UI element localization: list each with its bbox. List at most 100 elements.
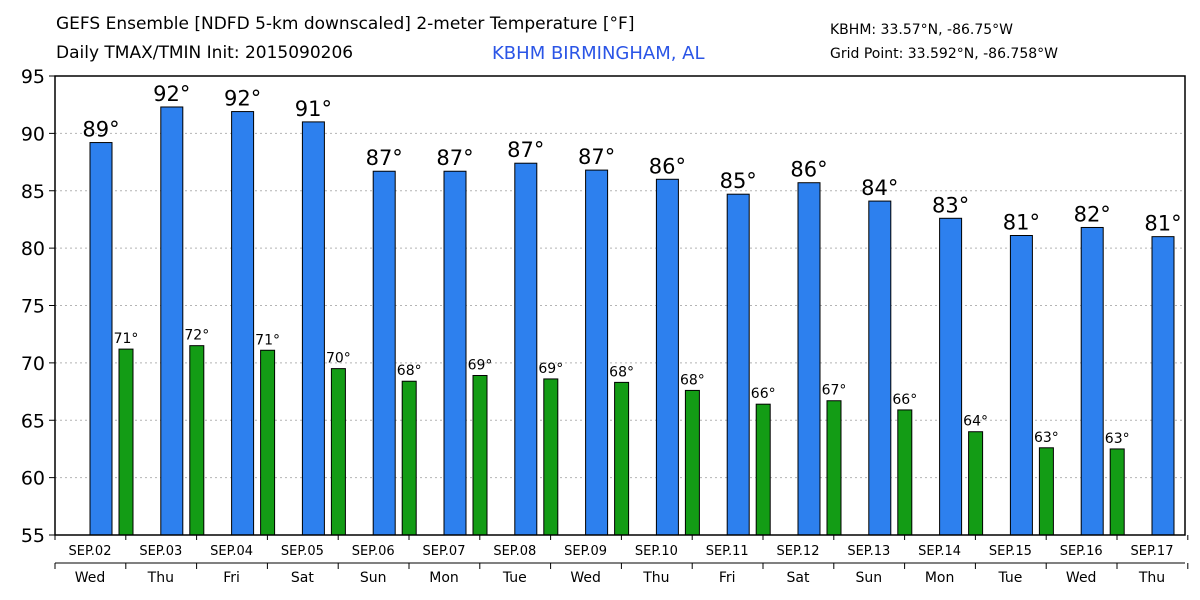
tmin-bar — [1038, 447, 1054, 536]
x-weekday-label: Mon — [925, 570, 955, 586]
x-date-label: SEP.09 — [564, 544, 607, 559]
tmax-label: 91° — [295, 97, 332, 121]
tmin-label: 66° — [892, 392, 917, 408]
x-weekday-label: Tue — [997, 570, 1022, 586]
tmin-bar — [260, 349, 276, 536]
x-weekday-label: Fri — [719, 570, 736, 586]
tmax-bar — [726, 193, 750, 536]
tmin-bar — [543, 378, 559, 536]
tmin-label: 63° — [1034, 430, 1059, 446]
value-labels: 89° 71° 92° 72° 92° 71° 91° 70° 87° 68° 87° 69° 87° 6… — [82, 82, 1181, 447]
tmin-label: 68° — [680, 372, 705, 388]
x-weekday-label: Thu — [642, 570, 669, 586]
tmax-bar — [585, 169, 609, 536]
x-date-label: SEP.11 — [706, 544, 749, 559]
tmax-label: 92° — [153, 82, 190, 106]
x-weekday-label: Sat — [291, 570, 314, 586]
station-coords: KBHM: 33.57°N, -86.75°W — [830, 22, 1013, 38]
tmax-label: 87° — [366, 146, 403, 170]
x-date-label: SEP.10 — [635, 544, 678, 559]
tmin-label: 64° — [963, 414, 988, 430]
tmax-label: 81° — [1144, 212, 1181, 236]
y-tick-label: 70 — [21, 353, 45, 375]
station-name: KBHM BIRMINGHAM, AL — [492, 43, 705, 64]
tmax-bar — [514, 162, 538, 536]
x-weekday-label: Sun — [360, 570, 387, 586]
tmax-label: 83° — [932, 193, 969, 217]
tmax-label: 87° — [578, 145, 615, 169]
tmin-bar — [118, 348, 134, 536]
tmax-bar — [160, 106, 184, 536]
tmax-bar — [939, 217, 963, 536]
y-tick-label: 75 — [21, 296, 45, 318]
x-weekday-label: Wed — [75, 570, 106, 586]
tmax-bar — [231, 111, 255, 536]
tmax-bar — [443, 170, 467, 536]
tmin-label: 63° — [1105, 431, 1130, 447]
x-weekday-label: Wed — [570, 570, 601, 586]
x-weekday-label: Mon — [429, 570, 459, 586]
x-weekday-label: Wed — [1066, 570, 1097, 586]
x-date-label: SEP.13 — [847, 544, 890, 559]
grid-point: Grid Point: 33.592°N, -86.758°W — [830, 46, 1058, 62]
x-weekday-label: Sun — [855, 570, 882, 586]
x-date-label: SEP.07 — [423, 544, 466, 559]
x-date-label: SEP.12 — [777, 544, 820, 559]
x-weekday-label: Tue — [502, 570, 527, 586]
x-date-label: SEP.06 — [352, 544, 395, 559]
tmax-label: 87° — [507, 138, 544, 162]
tmax-bar — [868, 200, 892, 536]
tmax-label: 85° — [720, 169, 757, 193]
tmax-bar — [1080, 226, 1104, 536]
tmax-label: 86° — [649, 154, 686, 178]
x-date-label: SEP.05 — [281, 544, 324, 559]
tmin-bar — [330, 368, 346, 536]
x-date-label: SEP.17 — [1131, 544, 1174, 559]
tmax-bar — [1151, 236, 1175, 536]
y-tick-label: 60 — [21, 468, 45, 490]
tmin-bar — [189, 345, 205, 536]
y-tick-label: 85 — [21, 181, 45, 203]
tmin-label: 70° — [326, 351, 351, 367]
plot-frame — [54, 75, 1186, 536]
x-weekday-label: Sat — [787, 570, 810, 586]
x-weekday-label: Fri — [223, 570, 240, 586]
y-tick-label: 80 — [21, 238, 45, 260]
tmin-bar — [897, 409, 913, 536]
y-tick-label: 90 — [21, 123, 45, 145]
tmax-label: 92° — [224, 87, 261, 111]
tmin-bar — [472, 374, 488, 536]
x-date-label: SEP.03 — [139, 544, 182, 559]
axes: 55 60 65 70 75 80 85 90 95 SEP.02 Wed SEP.03 Thu SEP.… — [21, 66, 1189, 586]
tmin-label: 68° — [609, 364, 634, 380]
tmin-label: 66° — [751, 386, 776, 402]
tmin-label: 69° — [468, 357, 493, 373]
tmax-bar — [372, 170, 396, 536]
y-tick-label: 95 — [21, 66, 45, 88]
tmin-label: 71° — [255, 332, 280, 348]
y-tick-label: 65 — [21, 410, 45, 432]
y-tick-label: 55 — [21, 525, 45, 547]
chart-title: GEFS Ensemble [NDFD 5-km downscaled] 2-m… — [56, 14, 635, 34]
tmax-label: 86° — [790, 158, 827, 182]
x-weekday-label: Thu — [147, 570, 174, 586]
tmin-bar — [684, 389, 700, 536]
x-date-label: SEP.08 — [493, 544, 536, 559]
x-date-label: SEP.02 — [69, 544, 112, 559]
tmin-bar — [401, 380, 417, 536]
x-date-label: SEP.15 — [989, 544, 1032, 559]
tmin-bar — [968, 431, 984, 536]
tmin-label: 67° — [822, 383, 847, 399]
tmin-bar — [614, 381, 630, 536]
tmax-bar — [1009, 235, 1033, 536]
bars — [89, 106, 1175, 536]
x-weekday-label: Thu — [1138, 570, 1165, 586]
tmax-label: 81° — [1003, 211, 1040, 235]
tmax-label: 89° — [82, 118, 119, 142]
x-date-label: SEP.04 — [210, 544, 253, 559]
x-date-label: SEP.14 — [918, 544, 961, 559]
x-date-label: SEP.16 — [1060, 544, 1103, 559]
chart-subtitle: Daily TMAX/TMIN Init: 2015090206 — [56, 43, 354, 63]
tmin-label: 72° — [184, 328, 209, 344]
tmax-label: 84° — [861, 176, 898, 200]
